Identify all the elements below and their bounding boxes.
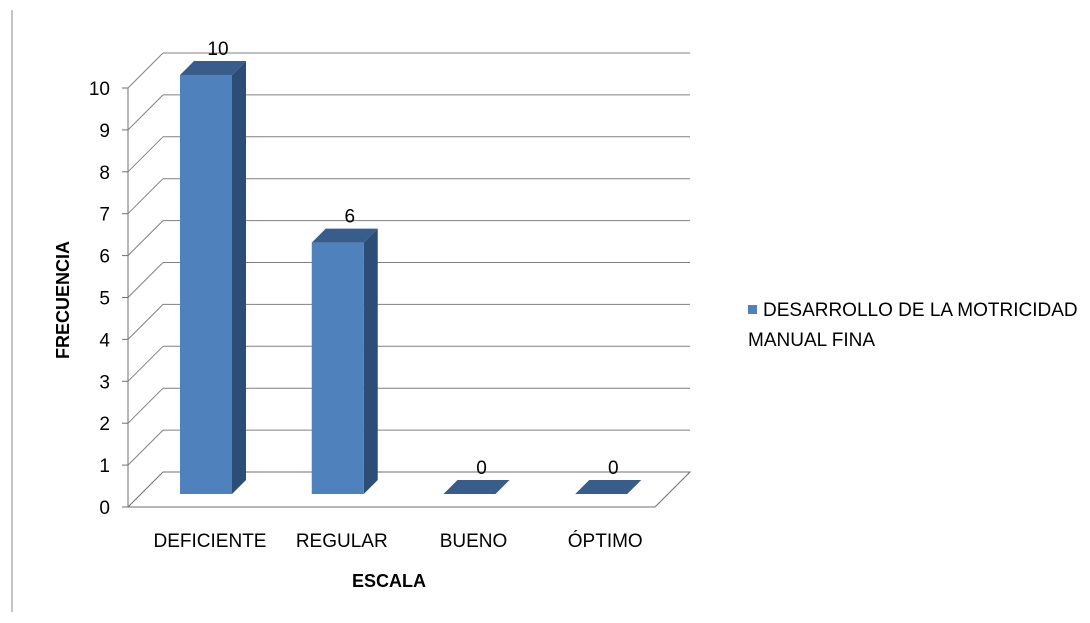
x-tick-label: DEFICIENTE <box>154 531 267 552</box>
x-tick-label: REGULAR <box>296 531 388 552</box>
gridline-side <box>127 94 164 131</box>
gridline-side <box>127 304 164 340</box>
data-label: 0 <box>608 458 619 479</box>
gridline-side <box>127 220 164 256</box>
legend-label: DESARROLLO DE LA MOTRICIDAD MANUAL FINA <box>748 300 1078 351</box>
legend-swatch <box>748 305 757 314</box>
bar-side <box>363 228 378 494</box>
label-layer: 10 DEFICIENTE 6 REGULAR 0 BUENO 0 ÓPTIMO <box>154 39 643 552</box>
gridline-side <box>127 52 164 89</box>
y-tick-label: 5 <box>99 289 110 310</box>
bar <box>311 242 364 494</box>
bar-layer <box>180 61 642 494</box>
gridline-side <box>127 178 164 215</box>
bar <box>180 75 232 494</box>
x-tick-label: ÓPTIMO <box>568 530 643 552</box>
bar-top <box>443 480 510 494</box>
bar-top <box>575 480 642 494</box>
floor-plane <box>126 471 692 508</box>
y-tick-label: 10 <box>89 79 110 100</box>
y-axis-title: FRECUENCIA <box>53 241 73 359</box>
gridline-side <box>127 345 164 382</box>
bar-top <box>311 228 378 243</box>
y-tick-label: 8 <box>99 163 110 184</box>
y-tick-label: 9 <box>99 121 110 142</box>
y-tick-label: 7 <box>99 205 110 226</box>
y-tick-label: 3 <box>99 372 110 393</box>
y-tick-label: 4 <box>99 330 110 351</box>
legend: DESARROLLO DE LA MOTRICIDAD MANUAL FINA <box>748 296 1088 356</box>
x-axis-title: ESCALA <box>352 571 426 591</box>
gridline-side <box>127 429 164 466</box>
y-tick-label: 6 <box>99 247 110 268</box>
data-label: 10 <box>207 39 228 60</box>
bar-top <box>180 61 246 75</box>
axis-layer: 0 1 2 3 4 5 6 7 8 9 10 <box>89 79 129 519</box>
data-label: 6 <box>344 207 355 228</box>
y-tick-label: 0 <box>99 498 110 519</box>
y-tick-label: 2 <box>99 414 110 435</box>
x-tick-label: BUENO <box>440 531 508 552</box>
gridline-side <box>127 136 164 173</box>
gridline-side <box>127 262 164 298</box>
y-tick-label: 1 <box>99 456 110 477</box>
grid-layer <box>126 52 692 508</box>
gridline-side <box>127 387 164 424</box>
bar-side <box>232 61 246 494</box>
data-label: 0 <box>476 458 487 479</box>
